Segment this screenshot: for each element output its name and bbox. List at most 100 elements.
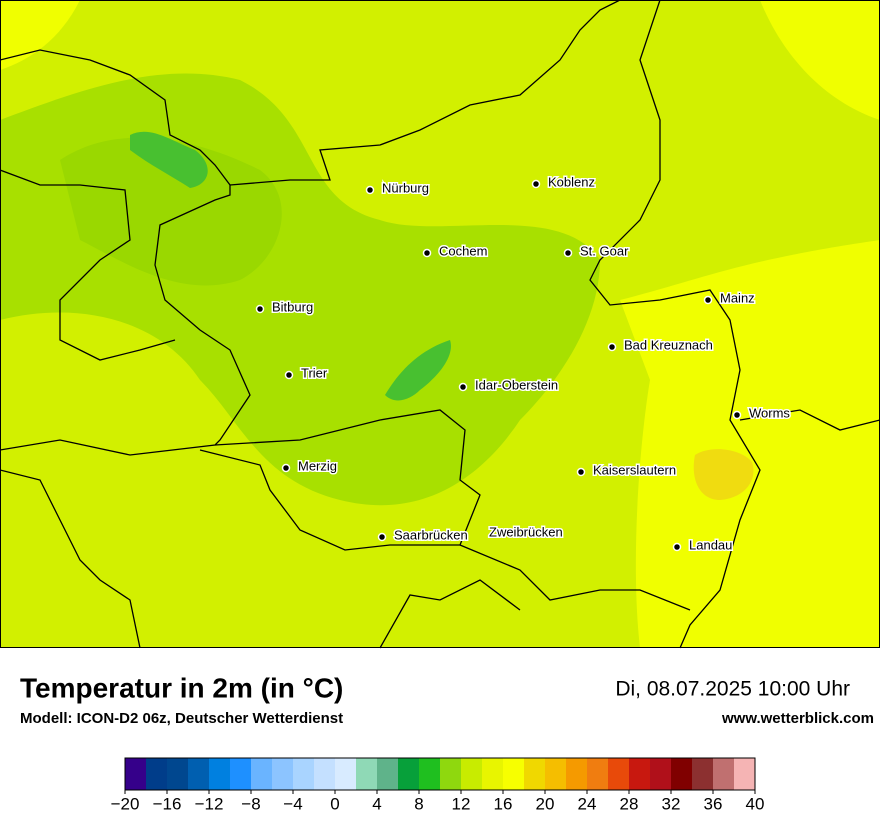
border — [459, 544, 691, 611]
colorbar-segment — [629, 758, 651, 790]
colorbar-segment — [671, 758, 693, 790]
borders — [0, 0, 880, 649]
city-dot — [563, 248, 573, 258]
colorbar-segment — [440, 758, 462, 790]
website: www.wetterblick.com — [721, 710, 874, 727]
city-label: Worms — [749, 405, 790, 420]
city-label: Saarbrücken — [394, 527, 468, 542]
city-label: Mainz — [720, 290, 755, 305]
colorbar-segment — [230, 758, 252, 790]
city-label: Bad Kreuznach — [624, 337, 713, 352]
colorbar-tick-label: 32 — [662, 794, 681, 813]
colorbar-tick-label: 28 — [620, 794, 639, 813]
city-dot — [255, 304, 265, 314]
subtitle: Modell: ICON-D2 06z, Deutscher Wetterdie… — [20, 710, 343, 727]
city-label: Nürburg — [382, 180, 429, 195]
colorbar-tick-label: −20 — [111, 794, 140, 813]
colorbar-tick-label: −16 — [153, 794, 182, 813]
city-label: Landau — [689, 537, 732, 552]
colorbar-segment — [251, 758, 273, 790]
date: Di, 08.07.2025 10:00 Uhr — [615, 678, 850, 701]
colorbar-segment — [587, 758, 609, 790]
city-dot — [732, 410, 742, 420]
border — [0, 469, 141, 649]
border — [229, 0, 621, 186]
cities: Nürburg Koblenz Cochem St. Goar Mainz Bitburg… — [255, 173, 792, 554]
colorbar-segment — [692, 758, 714, 790]
colorbar-tick-label: 4 — [372, 794, 381, 813]
colorbar-tick-label: −12 — [195, 794, 224, 813]
city-dot — [377, 532, 387, 542]
colorbar-segment — [314, 758, 336, 790]
colorbar-segment — [377, 758, 399, 790]
city-label: Trier — [301, 365, 328, 380]
colorbar-tick-label: 36 — [704, 794, 723, 813]
border — [589, 0, 761, 649]
city-dot — [284, 370, 294, 380]
colorbar-segment — [608, 758, 630, 790]
colorbar-segment — [356, 758, 378, 790]
city-dot — [458, 382, 468, 392]
city-dot — [576, 467, 586, 477]
colorbar-tick-label: 40 — [746, 794, 765, 813]
colorbar-tick-label: 20 — [536, 794, 555, 813]
title: Temperatur in 2m (in °C) — [20, 672, 343, 703]
city-dot — [365, 185, 375, 195]
yellow-area — [760, 0, 880, 120]
city-dot — [531, 179, 541, 189]
city-dot — [422, 248, 432, 258]
yellow-area — [0, 0, 80, 70]
colorbar-tick-label: −8 — [241, 794, 260, 813]
colorbar-tick-label: 8 — [414, 794, 423, 813]
colorbar-tick-label: 0 — [330, 794, 339, 813]
colorbar-segment — [566, 758, 588, 790]
city-dot — [703, 295, 713, 305]
colorbar-segment — [650, 758, 672, 790]
map — [0, 0, 880, 649]
city-dot — [281, 463, 291, 473]
dark-green-area — [385, 340, 451, 401]
colorbar-segment — [188, 758, 210, 790]
colorbar-segment — [209, 758, 231, 790]
colorbar-segment — [398, 758, 420, 790]
border — [0, 49, 251, 456]
border — [199, 409, 481, 551]
city-label: St. Goar — [580, 243, 629, 258]
colorbar-tick-label: 16 — [494, 794, 513, 813]
city-label: Zweibrücken — [489, 524, 563, 539]
border — [0, 169, 176, 361]
colorbar-segment — [713, 758, 735, 790]
city-label: Koblenz — [548, 174, 595, 189]
colorbar-segment — [482, 758, 504, 790]
border — [739, 409, 880, 431]
city-label: Idar-Oberstein — [475, 377, 558, 392]
colorbar-segment — [335, 758, 357, 790]
border — [379, 579, 521, 649]
city-dot — [672, 542, 682, 552]
colorbar-segment — [524, 758, 546, 790]
colorbar-segment — [503, 758, 525, 790]
colorbar-segment — [125, 758, 147, 790]
dark-green-area — [130, 131, 208, 188]
colorbar-segment — [167, 758, 189, 790]
colorbar-tick-label: −4 — [283, 794, 302, 813]
city-label: Bitburg — [272, 299, 313, 314]
green-area — [60, 137, 282, 286]
city-label: Cochem — [439, 243, 487, 258]
city-label: Merzig — [298, 458, 337, 473]
city-dot — [607, 342, 617, 352]
colorbar-tick-label: 24 — [578, 794, 597, 813]
warm-area — [693, 449, 754, 500]
city-label: Kaiserslautern — [593, 462, 676, 477]
colorbar-tick-label: 12 — [452, 794, 471, 813]
colorbar-frame — [124, 757, 756, 791]
colorbar-segment — [293, 758, 315, 790]
colorbar: −20 −16 −12 −8 −4 0 4 8 12 16 20 24 28 32 36 40 — [111, 757, 765, 813]
colorbar-segment — [545, 758, 567, 790]
yellow-area — [620, 240, 880, 648]
colorbar-segment — [272, 758, 294, 790]
colorbar-segment — [419, 758, 441, 790]
colorbar-segment — [734, 758, 756, 790]
colorbar-segment — [146, 758, 168, 790]
